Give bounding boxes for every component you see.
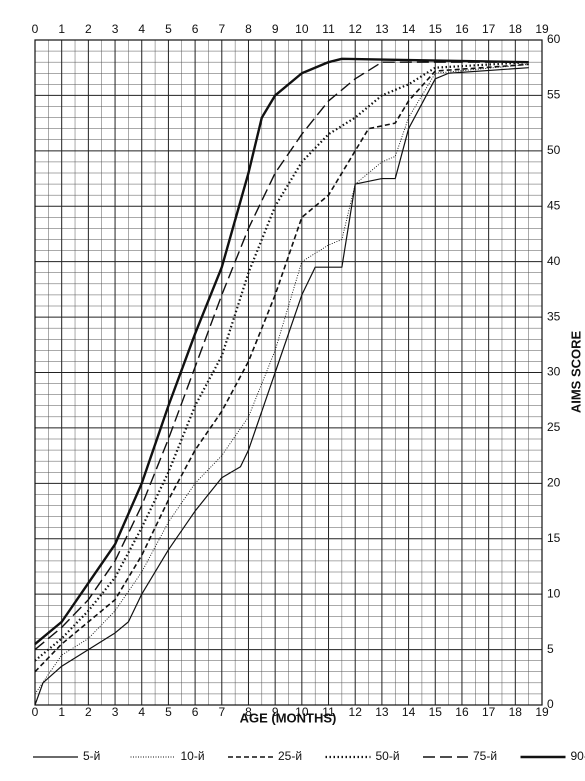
y-tick-label: 10	[547, 586, 561, 600]
series-line	[34, 67, 529, 706]
legend-label: 50-й	[376, 749, 400, 763]
x-tick-label-top: 7	[218, 22, 225, 36]
legend-label: 10-й	[181, 749, 205, 763]
x-tick-label: 14	[402, 705, 416, 719]
y-tick-label: 40	[547, 254, 561, 268]
plot-frame	[34, 39, 543, 706]
y-tick-label: 30	[547, 365, 561, 379]
x-tick-label: 12	[349, 705, 363, 719]
x-tick-label: 1	[58, 705, 65, 719]
series-line	[34, 63, 529, 673]
legend-label: 5-й	[83, 749, 100, 763]
x-tick-label: 3	[112, 705, 119, 719]
y-tick-label: 5	[547, 642, 554, 656]
legend-label: 25-й	[278, 749, 302, 763]
x-tick-label-top: 5	[165, 22, 172, 36]
y-tick-label: 45	[547, 198, 561, 212]
x-tick-label-top: 2	[85, 22, 92, 36]
x-tick-label: 4	[138, 705, 145, 719]
x-tick-label: 10	[295, 705, 309, 719]
x-axis-label: AGE (MONTHS)	[240, 710, 337, 725]
x-tick-label: 0	[32, 705, 39, 719]
legend-label: 90-й	[571, 749, 585, 763]
x-tick-label: 18	[509, 705, 523, 719]
legend-label: 75-й	[473, 749, 497, 763]
x-tick-label-top: 3	[112, 22, 119, 36]
x-tick-label-top: 6	[192, 22, 199, 36]
x-tick-label-top: 15	[429, 22, 443, 36]
x-tick-label: 15	[429, 705, 443, 719]
x-tick-label: 11	[322, 705, 335, 719]
y-tick-label: 55	[547, 88, 561, 102]
x-tick-label-top: 4	[138, 22, 145, 36]
x-tick-label: 2	[85, 705, 92, 719]
x-tick-label: 9	[272, 705, 279, 719]
y-axis-label: AIMS SCORE	[568, 331, 583, 414]
x-tick-label-top: 12	[349, 22, 363, 36]
x-tick-label: 7	[218, 705, 225, 719]
x-tick-label: 6	[192, 705, 199, 719]
x-tick-label: 19	[535, 705, 549, 719]
y-tick-label: 15	[547, 531, 561, 545]
x-tick-label-top: 10	[295, 22, 309, 36]
y-tick-label: 35	[547, 309, 561, 323]
x-tick-label-top: 16	[455, 22, 469, 36]
y-tick-label: 50	[547, 143, 561, 157]
x-tick-label-top: 11	[322, 22, 335, 36]
x-tick-label-top: 9	[272, 22, 279, 36]
x-tick-label: 17	[482, 705, 496, 719]
y-tick-label: 0	[547, 697, 554, 711]
x-tick-label: 5	[165, 705, 172, 719]
x-tick-label-top: 17	[482, 22, 496, 36]
y-tick-label: 25	[547, 420, 561, 434]
x-tick-label: 16	[455, 705, 469, 719]
series-line	[34, 57, 529, 645]
x-tick-label-top: 1	[58, 22, 65, 36]
x-tick-label-top: 19	[535, 22, 549, 36]
series-line	[34, 63, 529, 695]
x-tick-label-top: 13	[375, 22, 389, 36]
x-tick-label: 13	[375, 705, 389, 719]
y-tick-label: 60	[547, 32, 561, 46]
x-tick-label-top: 0	[32, 22, 39, 36]
series-line	[34, 61, 529, 651]
x-tick-label: 8	[245, 705, 252, 719]
x-tick-label-top: 14	[402, 22, 416, 36]
y-tick-label: 20	[547, 476, 561, 490]
x-tick-label-top: 8	[245, 22, 252, 36]
series-line	[34, 61, 529, 662]
x-tick-label-top: 18	[509, 22, 523, 36]
